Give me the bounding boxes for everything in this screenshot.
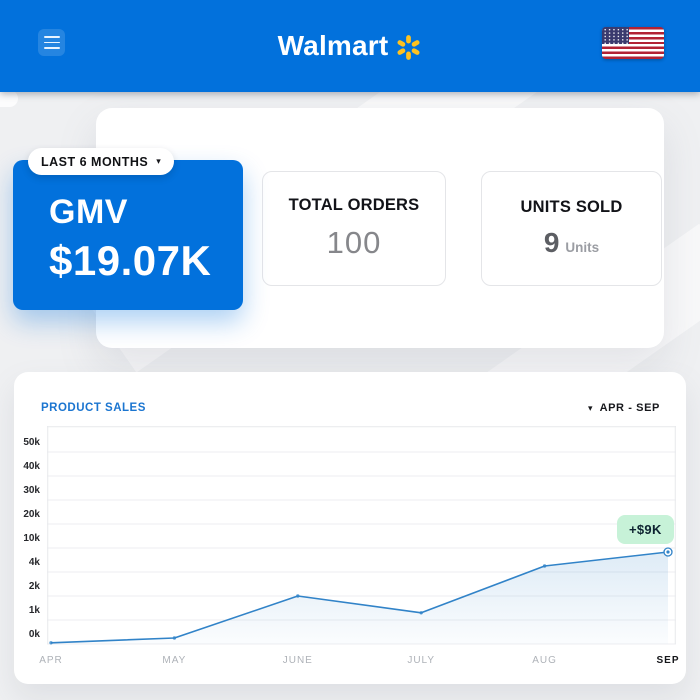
units-sold-card: UNITS SOLD 9 Units	[481, 171, 662, 286]
x-axis-label: APR	[39, 655, 63, 666]
total-orders-label: TOTAL ORDERS	[288, 196, 420, 214]
chart-title: PRODUCT SALES	[41, 402, 146, 414]
y-axis-label: 50k	[23, 437, 40, 448]
period-selector[interactable]: LAST 6 MONTHS ▾	[28, 148, 174, 175]
app-header: Walmart	[0, 0, 700, 92]
x-axis-label: AUG	[532, 655, 557, 666]
x-axis-label: JULY	[407, 655, 436, 666]
date-range-label: APR - SEP	[599, 402, 660, 414]
walmart-wordmark: Walmart	[277, 30, 389, 61]
y-axis-label: 1k	[28, 605, 40, 616]
walmart-logo: Walmart	[0, 0, 700, 92]
date-range-selector[interactable]: ▾ APR - SEP	[588, 402, 660, 414]
flag-canton	[602, 27, 629, 45]
gain-badge: +$9K	[617, 515, 674, 544]
gmv-card: GMV $19.07K	[13, 160, 243, 310]
walmart-spark-icon	[397, 34, 420, 60]
y-axis-label: 10k	[23, 533, 40, 544]
x-axis-label: MAY	[162, 655, 187, 666]
y-axis-label: 30k	[23, 485, 40, 496]
units-sold-value-row: 9 Units	[544, 227, 599, 259]
caret-down-icon: ▾	[588, 402, 593, 413]
total-orders-value: 100	[326, 225, 382, 260]
y-axis-label: 4k	[28, 557, 40, 568]
chart-header: PRODUCT SALES ▾ APR - SEP	[14, 372, 686, 414]
gmv-label: GMV	[49, 193, 128, 231]
y-axis-label: 20k	[23, 509, 40, 520]
caret-down-icon: ▾	[156, 156, 161, 166]
us-flag-icon[interactable]	[602, 27, 664, 59]
total-orders-card: TOTAL ORDERS 100	[262, 171, 446, 286]
units-sold-value: 9	[543, 227, 560, 258]
hamburger-icon	[43, 36, 60, 38]
hamburger-menu-button[interactable]	[38, 29, 65, 56]
units-sold-label: UNITS SOLD	[520, 198, 623, 216]
sales-line-chart	[47, 426, 676, 645]
y-axis-label: 2k	[28, 581, 40, 592]
corner-decoration	[0, 90, 18, 107]
x-axis-label: JUNE	[282, 655, 313, 666]
period-selector-label: LAST 6 MONTHS	[41, 154, 149, 169]
y-axis-label: 40k	[23, 461, 40, 472]
product-sales-card: PRODUCT SALES ▾ APR - SEP 50k 40k 30k 20k 10…	[14, 372, 686, 684]
gmv-value: $19.07K	[49, 237, 212, 284]
y-axis-label: 0k	[28, 629, 40, 640]
units-sold-unit: Units	[565, 240, 600, 255]
x-axis-label: SEP	[656, 655, 680, 666]
